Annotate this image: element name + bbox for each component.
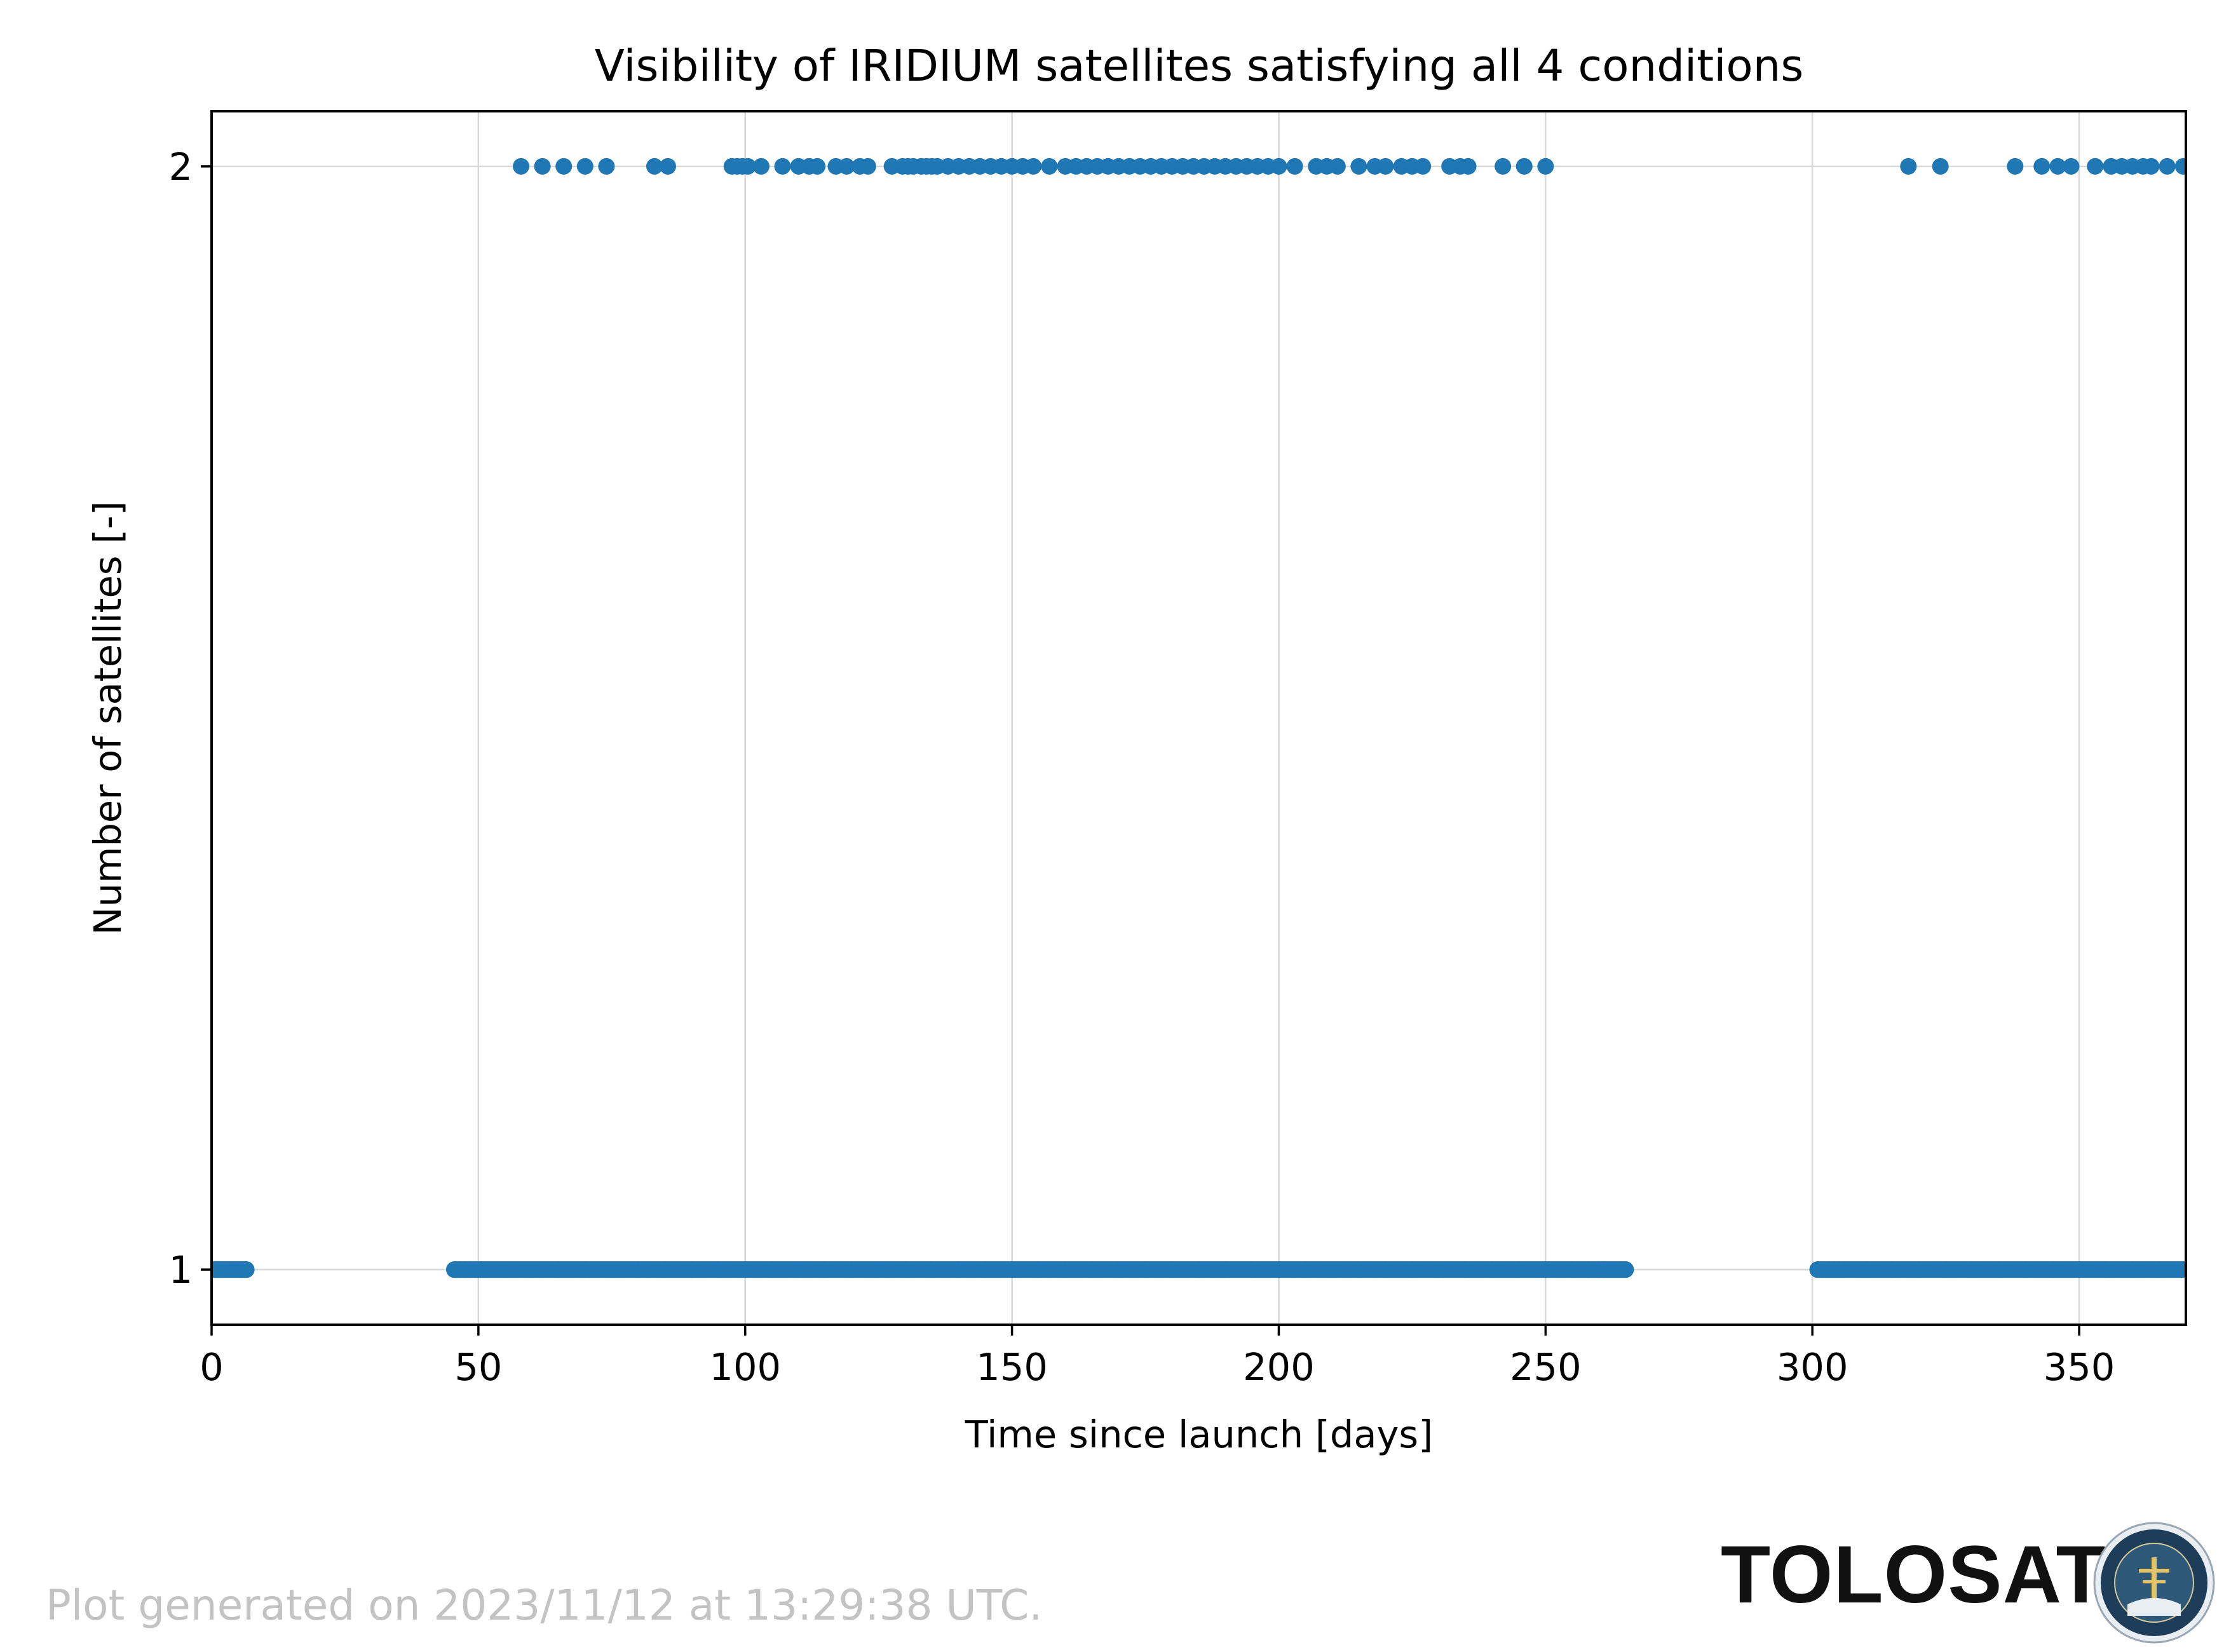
data-point-y2 xyxy=(2159,158,2176,175)
generated-timestamp: Plot generated on 2023/11/12 at 13:29:38… xyxy=(46,1581,1043,1630)
data-point-y2 xyxy=(598,158,615,175)
x-tick-label: 0 xyxy=(200,1345,224,1389)
tolosat-logo xyxy=(2092,1520,2216,1645)
data-points xyxy=(212,158,2186,1278)
data-point-y2 xyxy=(534,158,551,175)
x-tick-label: 300 xyxy=(1777,1345,1848,1389)
data-point-y1-band xyxy=(2178,1261,2186,1278)
x-axis-label: Time since launch [days] xyxy=(965,1412,1433,1456)
data-point-y2 xyxy=(774,158,791,175)
data-point-y2 xyxy=(2063,158,2080,175)
data-point-y2 xyxy=(1414,158,1432,175)
chart-title: Visibility of IRIDIUM satellites satisfy… xyxy=(595,41,1804,91)
data-point-y2 xyxy=(2033,158,2051,175)
data-point-y1-band xyxy=(1617,1261,1634,1278)
x-tick-label: 200 xyxy=(1243,1345,1315,1389)
data-point-y2 xyxy=(576,158,593,175)
data-point-y2 xyxy=(1377,158,1394,175)
data-point-y2 xyxy=(1329,158,1346,175)
data-point-y2 xyxy=(2143,158,2160,175)
x-tick-label: 150 xyxy=(976,1345,1048,1389)
x-tick-label: 250 xyxy=(1510,1345,1582,1389)
data-point-y2 xyxy=(838,158,855,175)
data-point-y2 xyxy=(659,158,676,175)
data-point-y2 xyxy=(646,158,663,175)
brand-wordmark: TOLOSAT xyxy=(1721,1529,2106,1620)
data-point-y2 xyxy=(2049,158,2066,175)
x-tick-label: 50 xyxy=(454,1345,502,1389)
data-point-y2 xyxy=(1932,158,1949,175)
x-tick-label: 350 xyxy=(2044,1345,2115,1389)
data-point-y2 xyxy=(809,158,826,175)
grid xyxy=(212,111,2186,1325)
data-point-y2 xyxy=(739,158,756,175)
data-point-y2 xyxy=(1270,158,1287,175)
data-point-y2 xyxy=(1025,158,1042,175)
data-point-y2 xyxy=(1495,158,1512,175)
y-tick-label: 1 xyxy=(168,1248,193,1292)
data-point-y2 xyxy=(1041,158,1058,175)
data-point-y2 xyxy=(2007,158,2024,175)
data-point-y1-band xyxy=(238,1261,255,1278)
y-axis-ticks: 12 xyxy=(168,145,212,1292)
data-point-y2 xyxy=(1460,158,1477,175)
x-axis-ticks: 0 50 100 150 200 250 300 350 xyxy=(200,1325,2115,1389)
data-point-y2 xyxy=(859,158,876,175)
y-axis-label: Number of satellites [-] xyxy=(86,501,130,935)
data-point-y2 xyxy=(513,158,530,175)
data-point-y2 xyxy=(1537,158,1554,175)
y-tick-label: 2 xyxy=(168,145,193,189)
tolosat-logo-icon xyxy=(2093,1522,2215,1644)
data-point-y2 xyxy=(2174,158,2186,175)
data-point-y2 xyxy=(1350,158,1367,175)
x-tick-label: 100 xyxy=(709,1345,781,1389)
data-point-y2 xyxy=(1900,158,1917,175)
data-point-y2 xyxy=(1515,158,1533,175)
data-point-y2 xyxy=(555,158,573,175)
data-point-y2 xyxy=(1286,158,1303,175)
data-point-y2 xyxy=(752,158,770,175)
data-point-y2 xyxy=(2087,158,2104,175)
plot-frame xyxy=(210,110,2187,1326)
